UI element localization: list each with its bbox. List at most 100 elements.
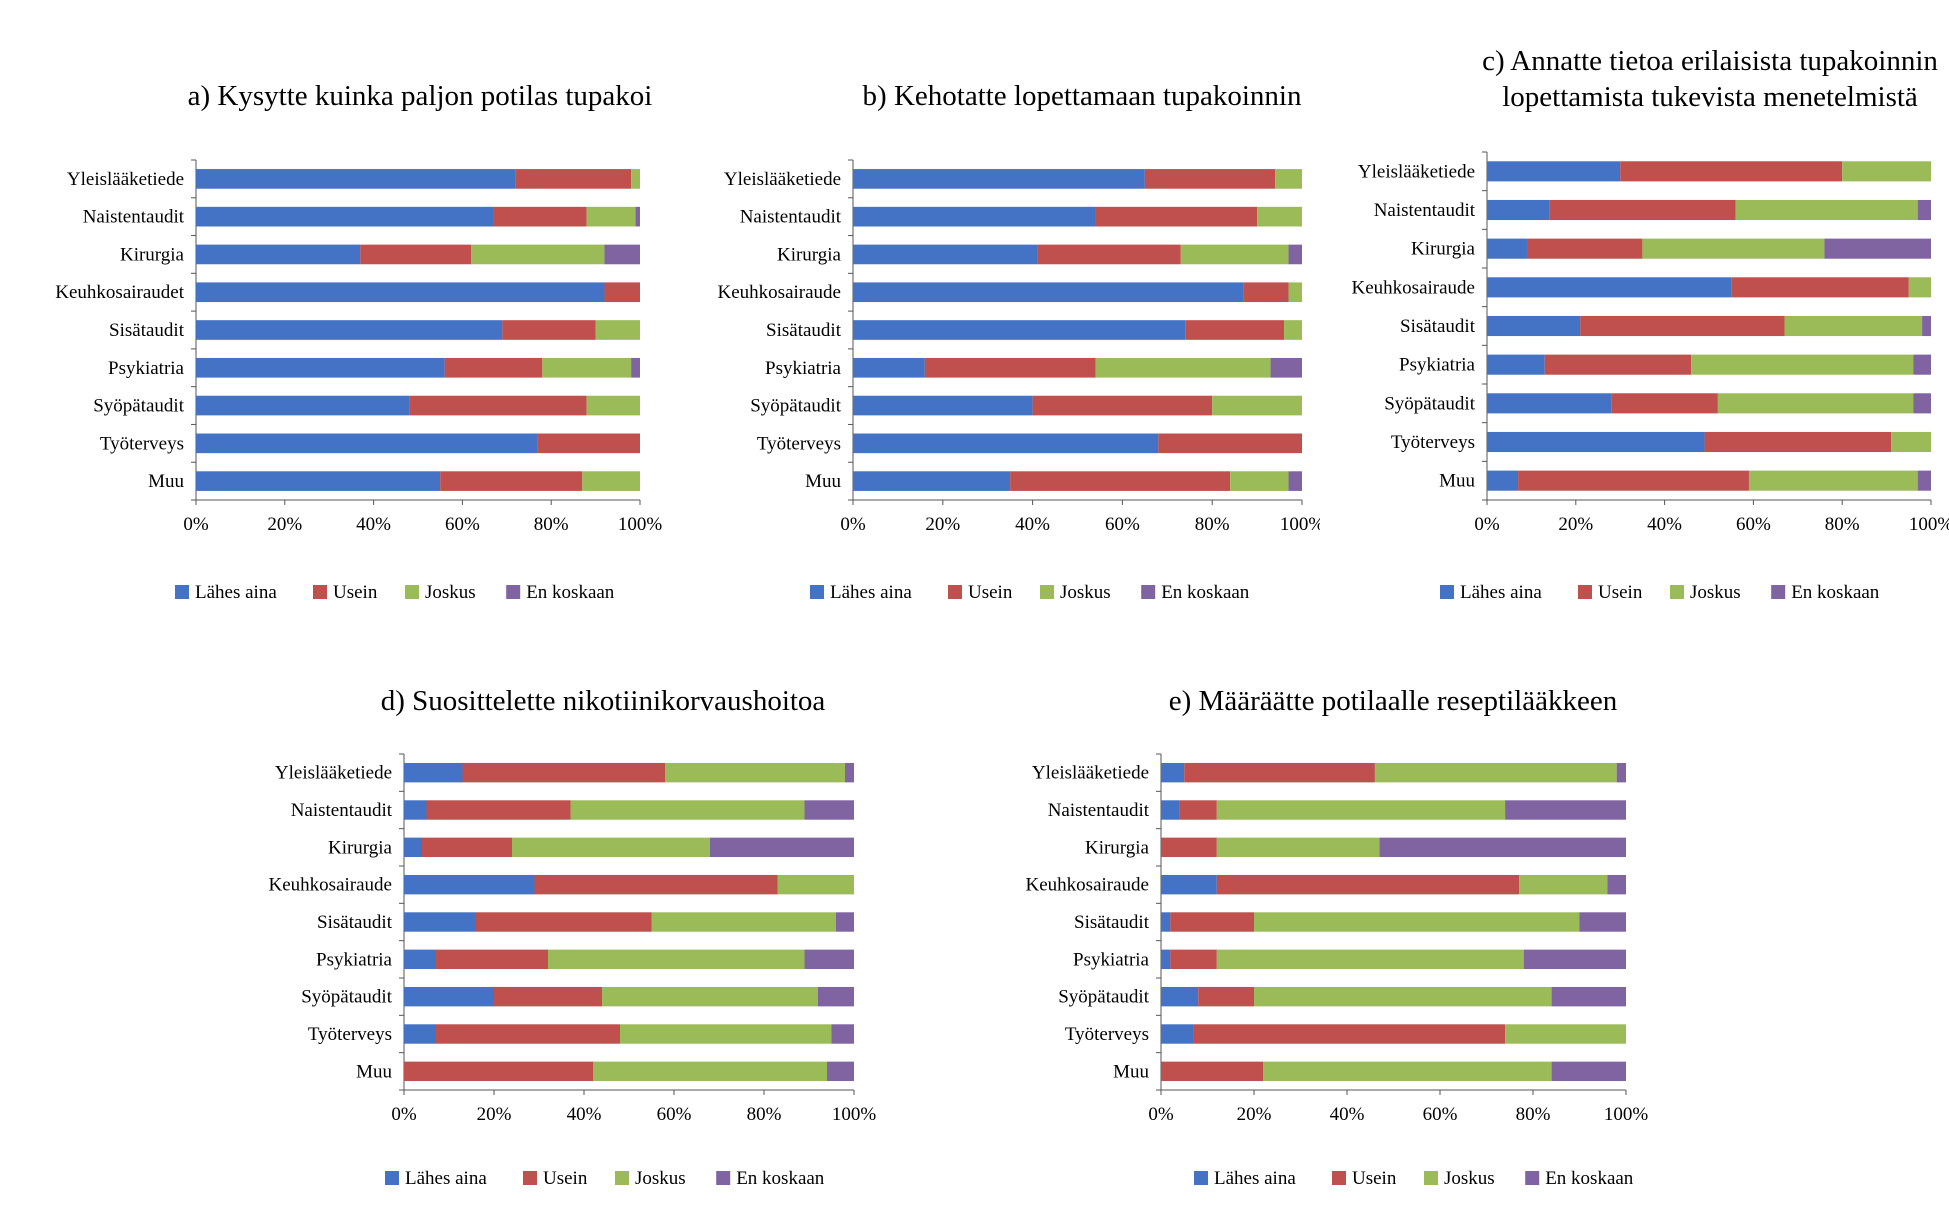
- chart-d-svg: d) Suosittelette nikotiinikorvaushoitoa 0…: [269, 685, 877, 1189]
- legend-label-lahes-aina: Lähes aina: [830, 582, 912, 603]
- bar-naistentaudit-lahes-aina: [404, 800, 427, 820]
- legend-swatch-joskus: [1040, 585, 1054, 599]
- bar-muu-usein: [404, 1061, 593, 1082]
- chart-a: a) Kysytte kuinka paljon potilas tupakoi…: [0, 60, 680, 620]
- chart-a-svg: a) Kysytte kuinka paljon potilas tupakoi…: [55, 80, 663, 603]
- category-label-naistentaudit: Naistentaudit: [83, 207, 185, 228]
- chart-d: d) Suosittelette nikotiinikorvaushoitoa 0…: [200, 670, 920, 1220]
- bar-tyoterveys-lahes-aina: [1487, 431, 1705, 453]
- bar-kirurgia-usein: [422, 837, 512, 858]
- chart-b: b) Kehotatte lopettamaan tupakoinnin 0% 20…: [680, 60, 1325, 620]
- bar-keuhkosairaude-usein: [1243, 282, 1289, 303]
- category-label-naistentaudit: Naistentaudit: [1048, 800, 1150, 821]
- bar-yleislaaketiede-joskus: [665, 762, 845, 783]
- legend-label-en-koskaan: En koskaan: [1545, 1168, 1634, 1189]
- category-label-syopataudit: Syöpätaudit: [1384, 393, 1475, 414]
- bar-keuhkosairaude-lahes-aina: [853, 282, 1244, 303]
- category-label-yleislaaketiede: Yleislääketiede: [1358, 161, 1475, 182]
- category-label-syopataudit: Syöpätaudit: [1058, 987, 1149, 1008]
- x-tick-label: 80%: [1516, 1104, 1551, 1125]
- x-tick-label: 100%: [618, 514, 663, 535]
- x-tick-label: 0%: [391, 1104, 417, 1125]
- bar-yleislaaketiede-usein: [1620, 161, 1843, 182]
- chart-title: b) Kehotatte lopettamaan tupakoinnin: [863, 80, 1302, 112]
- category-label-kirurgia: Kirurgia: [1411, 239, 1476, 260]
- bar-syopataudit-usein: [1611, 393, 1718, 414]
- bar-tyoterveys-joskus: [1505, 1024, 1626, 1044]
- bar-psykiatria-lahes-aina: [1161, 949, 1171, 970]
- x-tick-label: 80%: [534, 514, 569, 535]
- bar-kirurgia-en-koskaan: [710, 837, 854, 858]
- x-tick-label: 100%: [1604, 1104, 1649, 1125]
- chart-title: e) Määräätte potilaalle reseptilääkkeen: [1169, 685, 1618, 717]
- category-label-kirurgia: Kirurgia: [120, 244, 185, 265]
- category-label-kirurgia: Kirurgia: [777, 244, 842, 265]
- category-label-yleislaaketiede: Yleislääketiede: [724, 169, 841, 190]
- x-tick-label: 60%: [445, 514, 480, 535]
- legend-label-en-koskaan: En koskaan: [736, 1168, 825, 1189]
- bar-syopataudit-joskus: [1254, 986, 1552, 1007]
- bar-syopataudit-lahes-aina: [1161, 986, 1199, 1007]
- bar-yleislaaketiede-joskus: [1374, 762, 1617, 783]
- bar-naistentaudit-usein: [1549, 199, 1736, 221]
- category-label-tyoterveys: Työterveys: [757, 433, 841, 454]
- bar-keuhkosairaude-lahes-aina: [404, 874, 535, 895]
- bar-psykiatria-en-koskaan: [1270, 357, 1302, 378]
- x-tick-label: 0%: [1148, 1104, 1174, 1125]
- bar-sisataudit-joskus: [651, 912, 836, 932]
- legend-swatch-usein: [313, 585, 327, 599]
- bar-syopataudit-joskus: [602, 986, 818, 1007]
- bar-muu-usein: [1010, 471, 1231, 491]
- bar-yleislaaketiede-joskus: [1275, 169, 1302, 189]
- bar-keuhkosairaudet-usein: [604, 282, 640, 303]
- category-label-muu: Muu: [356, 1061, 392, 1082]
- bar-naistentaudit-joskus: [586, 206, 636, 227]
- x-tick-label: 60%: [1423, 1104, 1458, 1125]
- bar-muu-en-koskaan: [1288, 471, 1302, 491]
- category-label-naistentaudit: Naistentaudit: [291, 800, 393, 821]
- bar-psykiatria-usein: [435, 949, 548, 970]
- bar-keuhkosairaude-joskus: [777, 874, 854, 895]
- bar-keuhkosairaude-usein: [534, 874, 778, 895]
- bar-kirurgia-joskus: [1216, 837, 1380, 858]
- category-label-tyoterveys: Työterveys: [100, 433, 184, 454]
- category-label-keuhkosairaude: Keuhkosairaude: [1352, 277, 1475, 298]
- bar-yleislaaketiede-en-koskaan: [845, 762, 854, 783]
- category-label-muu: Muu: [1439, 471, 1475, 492]
- bar-keuhkosairaude-joskus: [1288, 282, 1302, 303]
- bar-kirurgia-lahes-aina: [404, 837, 422, 858]
- category-label-sisataudit: Sisätaudit: [109, 320, 185, 341]
- legend-swatch-joskus: [1670, 585, 1684, 599]
- legend-swatch-en-koskaan: [1141, 585, 1156, 599]
- bar-kirurgia-joskus: [1642, 238, 1825, 259]
- bar-syopataudit-lahes-aina: [196, 395, 410, 416]
- legend-label-usein: Usein: [1598, 582, 1643, 603]
- bar-sisataudit-joskus: [1254, 912, 1580, 932]
- category-label-psykiatria: Psykiatria: [1073, 949, 1150, 970]
- category-label-sisataudit: Sisätaudit: [317, 912, 393, 933]
- category-label-psykiatria: Psykiatria: [1399, 355, 1476, 376]
- x-tick-label: 20%: [1237, 1104, 1272, 1125]
- category-label-sisataudit: Sisätaudit: [1074, 912, 1150, 933]
- chart-e: e) Määräätte potilaalle reseptilääkkeen 0…: [950, 670, 1670, 1220]
- x-tick-label: 40%: [1647, 514, 1682, 535]
- bar-kirurgia-en-koskaan: [604, 244, 640, 265]
- bar-yleislaaketiede-joskus: [1842, 161, 1931, 182]
- bar-tyoterveys-en-koskaan: [831, 1024, 854, 1044]
- bar-muu-joskus: [1748, 470, 1918, 491]
- bar-sisataudit-lahes-aina: [404, 912, 476, 932]
- bar-psykiatria-usein: [924, 357, 1096, 378]
- bar-syopataudit-en-koskaan: [1551, 986, 1626, 1007]
- x-tick-label: 40%: [1015, 514, 1050, 535]
- legend-swatch-en-koskaan: [1525, 1171, 1540, 1185]
- bar-sisataudit-usein: [502, 320, 596, 340]
- bar-psykiatria-lahes-aina: [1487, 354, 1545, 375]
- chart-c-svg: c) Annatte tietoa erilaisista tupakoinni…: [1352, 45, 1949, 603]
- bar-yleislaaketiede-usein: [1144, 169, 1276, 189]
- bar-muu-usein: [1518, 470, 1749, 491]
- bar-muu-lahes-aina: [1487, 470, 1519, 491]
- bar-psykiatria-en-koskaan: [804, 949, 854, 970]
- bar-yleislaaketiede-lahes-aina: [1487, 161, 1621, 182]
- bar-psykiatria-en-koskaan: [631, 357, 640, 378]
- bar-yleislaaketiede-joskus: [631, 169, 640, 189]
